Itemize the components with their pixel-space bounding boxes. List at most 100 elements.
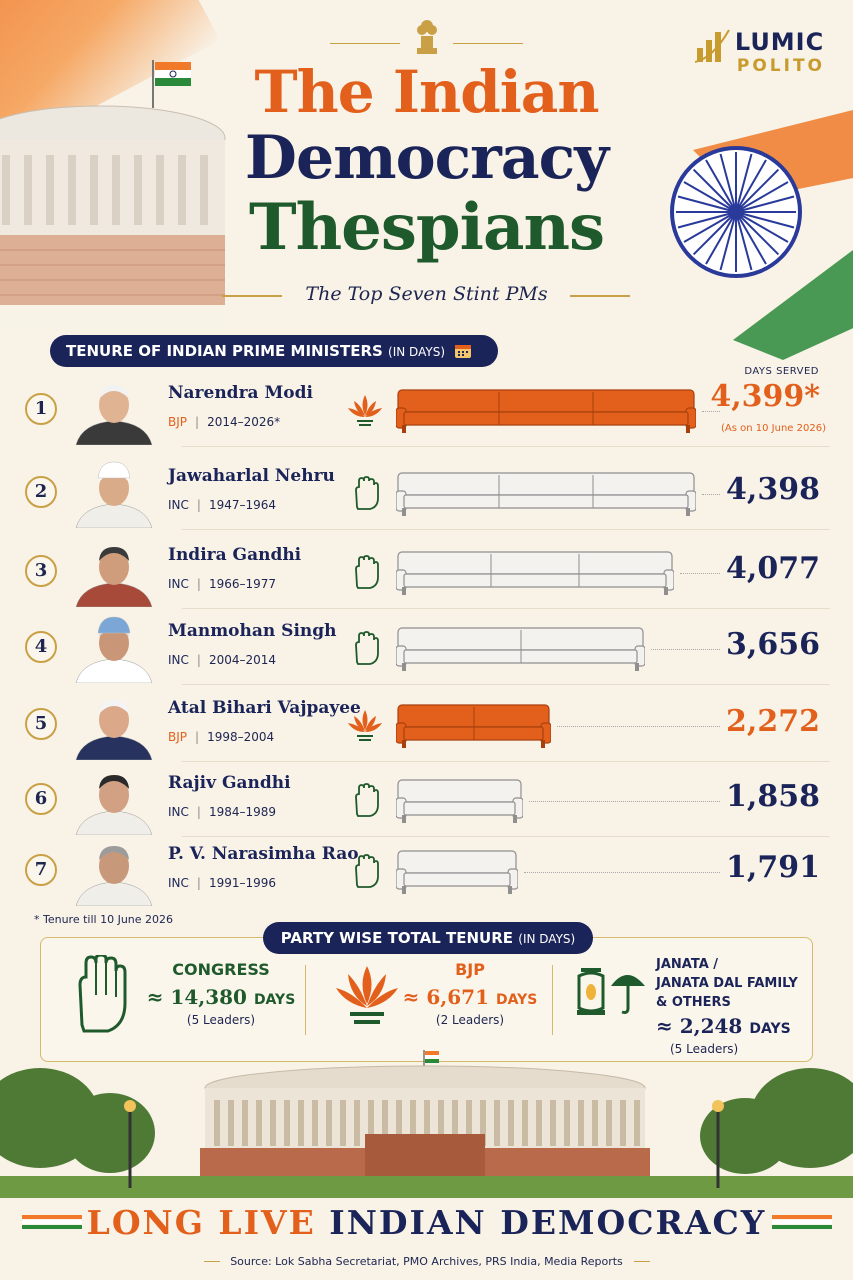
source-rule-left: [204, 1261, 220, 1262]
bjp-lotus-icon: [336, 966, 398, 1024]
row-divider: [182, 836, 830, 837]
days-value-label: 2,272: [726, 704, 820, 739]
lotus-icon: [348, 710, 382, 741]
party-days-value: ≈ 14,380: [146, 985, 247, 1009]
tenure-bar: [396, 551, 674, 595]
pm-row: 7 P. V. Narasimha Rao INC | 1991–1996 1,791: [22, 836, 830, 908]
tenure-years: 1947–1964: [208, 498, 277, 512]
pm-meta: INC | 1966–1977: [168, 577, 276, 591]
row-divider: [182, 608, 830, 609]
tenure-years: 2004–2014: [208, 653, 277, 667]
party-name-line: JANATA DAL FAMILY: [656, 976, 798, 991]
tenure-section-label: TENURE OF INDIAN PRIME MINISTERS: [66, 342, 383, 360]
row-divider: [182, 529, 830, 530]
source-rule-right: [634, 1261, 650, 1262]
brand-logo: LUMIC POLITO: [694, 28, 825, 76]
title-line-1: The Indian: [254, 58, 599, 126]
title-line-2: Democracy: [244, 123, 609, 193]
rank-badge: 7: [25, 854, 57, 886]
pm-row: 2 Jawaharlal Nehru INC | 1947–1964 4,398: [22, 458, 830, 530]
tenure-bar: [396, 627, 645, 671]
meta-separator: |: [195, 415, 200, 429]
pm-row: 3 Indira Gandhi INC | 1966–1977 4,077: [22, 537, 830, 609]
pm-row: 4 Manmohan Singh INC | 2004–2014 3,656: [22, 613, 830, 685]
hand-icon: [355, 555, 379, 589]
lotus-icon: [348, 395, 382, 426]
rank-badge: 2: [25, 476, 57, 508]
tenure-years: 1991–1996: [208, 876, 277, 890]
party-name: BJP: [455, 960, 485, 979]
row-divider: [182, 761, 830, 762]
days-value-label: 4,399*: [710, 379, 820, 414]
party-tag: INC: [168, 577, 189, 591]
rank-badge: 3: [25, 555, 57, 587]
party-days: ≈ 6,671 DAYS: [400, 985, 540, 1009]
party-days: ≈ 2,248 DAYS: [656, 1014, 806, 1038]
hand-icon: [355, 783, 379, 817]
pm-row: 5 Atal Bihari Vajpayee BJP | 1998–2004 2,272: [22, 690, 830, 762]
party-tag: INC: [168, 653, 189, 667]
tricolour-stripe-right: [772, 1215, 832, 1229]
pm-meta: INC | 1984–1989: [168, 805, 276, 819]
leader-line: [702, 411, 720, 412]
party-janata: JANATA / JANATA DAL FAMILY & OTHERS ≈ 2,…: [656, 955, 806, 1056]
days-served-label: DAYS SERVED: [744, 366, 819, 377]
party-leaders: (5 Leaders): [670, 1042, 739, 1056]
pm-name: Narendra Modi: [168, 383, 313, 403]
days-note: (As on 10 June 2026): [721, 423, 826, 434]
meta-separator: |: [196, 876, 201, 890]
tenure-years: 1998–2004: [207, 730, 275, 744]
meta-separator: |: [196, 805, 201, 819]
emblem-rule-left: [330, 43, 400, 44]
tenure-bar: [396, 389, 696, 433]
pm-portrait-avatar: [75, 616, 153, 683]
party-days-value: ≈ 2,248: [656, 1014, 743, 1038]
pm-name: Rajiv Gandhi: [168, 773, 291, 793]
pm-portrait-avatar: [75, 846, 153, 906]
days-value-label: 4,077: [726, 551, 820, 586]
tenure-years: 1966–1977: [208, 577, 277, 591]
source-note: Source: Lok Sabha Secretariat, PMO Archi…: [230, 1255, 623, 1268]
pm-row: 1 Narendra Modi BJP | 2014–2026* 4,399* (As on…: [22, 375, 830, 447]
tenure-bar: [396, 850, 518, 894]
party-days-unit: DAYS: [253, 992, 296, 1008]
party-days-unit: DAYS: [495, 992, 538, 1008]
tricolour-stripe-left: [22, 1215, 82, 1229]
national-emblem-icon: [417, 20, 437, 54]
leader-line: [651, 649, 720, 650]
panel-divider: [552, 965, 553, 1035]
tenure-bar: [396, 779, 523, 823]
leader-line: [702, 494, 720, 495]
party-name-line: JANATA /: [656, 957, 719, 972]
pm-portrait-avatar: [75, 775, 153, 835]
title-line-3: Thespians: [249, 190, 605, 265]
pm-portrait-avatar: [75, 547, 153, 607]
pm-portrait-avatar: [75, 385, 153, 445]
rank-badge: 6: [25, 783, 57, 815]
congress-hand-icon: [78, 955, 127, 1033]
tenure-years: 2014–2026*: [207, 415, 281, 429]
days-value-label: 3,656: [726, 627, 820, 662]
row-divider: [182, 684, 830, 685]
party-tag: INC: [168, 876, 189, 890]
party-days-unit: DAYS: [749, 1021, 791, 1037]
pm-row: 6 Rajiv Gandhi INC | 1984–1989 1,858: [22, 765, 830, 837]
closing-slogan: LONG LIVE INDIAN DEMOCRACY: [0, 1203, 853, 1242]
tenure-years: 1984–1989: [208, 805, 277, 819]
pm-portrait-avatar: [75, 461, 153, 528]
party-bjp: BJP ≈ 6,671 DAYS (2 Leaders): [400, 960, 540, 1027]
party-leaders: (2 Leaders): [435, 1013, 505, 1027]
meta-separator: |: [196, 498, 201, 512]
tenure-section-unit: (IN DAYS): [388, 345, 445, 359]
days-value-label: 1,858: [726, 779, 820, 814]
parliament-building-illustration: [0, 60, 226, 330]
party-totals-label: PARTY WISE TOTAL TENURE: [280, 929, 514, 947]
brand-subname: POLITO: [736, 56, 825, 76]
party-tag: BJP: [168, 415, 188, 429]
meta-separator: |: [196, 653, 201, 667]
meta-separator: |: [196, 577, 201, 591]
pm-meta: INC | 1947–1964: [168, 498, 276, 512]
pm-meta: BJP | 2014–2026*: [168, 415, 280, 429]
party-leaders: (5 Leaders): [186, 1013, 256, 1027]
party-tag: INC: [168, 805, 189, 819]
